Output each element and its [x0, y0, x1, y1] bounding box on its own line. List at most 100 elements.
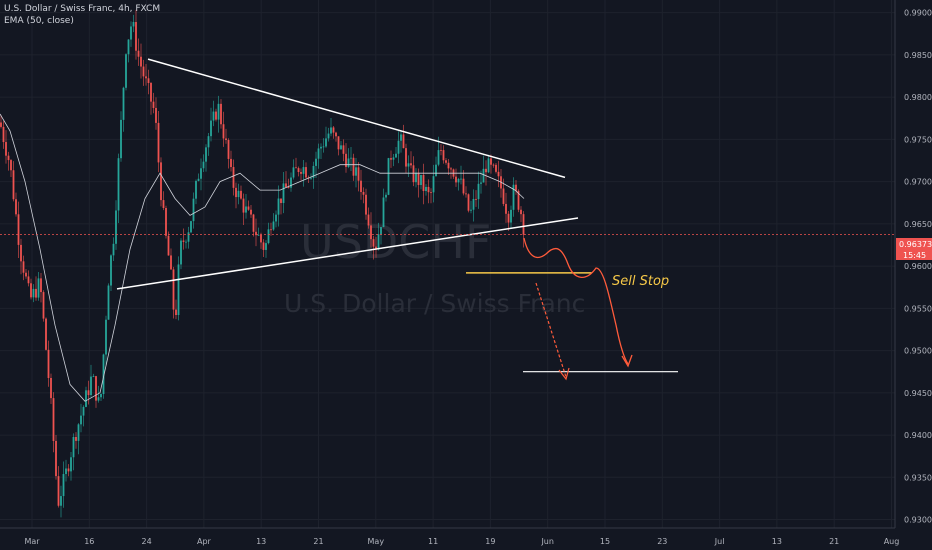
candle-body — [177, 264, 180, 316]
candle-body — [477, 183, 480, 200]
indicator-legend[interactable]: EMA (50, close) — [4, 16, 74, 26]
candle-body — [382, 197, 385, 228]
candle-body — [20, 244, 22, 262]
candle-body — [27, 276, 30, 284]
candle-body — [487, 158, 490, 173]
candle-body — [310, 177, 312, 179]
candle-body — [432, 176, 435, 193]
candle-body — [315, 158, 317, 166]
candle-body — [60, 496, 62, 506]
candle-body — [425, 186, 427, 191]
candle-body — [347, 158, 350, 167]
y-tick-label: 0.93000 — [904, 516, 932, 525]
candle-body — [142, 66, 145, 77]
candle-body — [372, 239, 375, 247]
candle-body — [330, 127, 332, 134]
candle-body — [462, 178, 465, 194]
upper-trendline[interactable] — [147, 58, 566, 179]
candle-body — [35, 288, 37, 298]
candle-body — [267, 229, 270, 244]
candle-body — [377, 234, 380, 250]
candle-body — [292, 167, 295, 178]
candle-body — [130, 26, 132, 40]
projection-curve — [523, 237, 629, 365]
candle-body — [107, 285, 110, 320]
candle-body — [427, 186, 430, 193]
candle-body — [90, 376, 92, 396]
candle-body — [345, 153, 347, 167]
candle-body — [262, 242, 265, 250]
watermark-name: U.S. Dollar / Swiss Franc — [284, 289, 585, 318]
candle-body — [125, 54, 127, 88]
candle-body — [122, 87, 125, 120]
candle-body — [350, 157, 352, 159]
candle-body — [460, 178, 462, 180]
candle-body — [85, 390, 87, 407]
time-axis[interactable]: Mar 16 24 Apr 13 21 May 11 19 Jun 15 23 Jul 13 21 Aug — [24, 537, 899, 546]
candle-body — [42, 292, 45, 319]
x-tick-label: 13 — [256, 537, 266, 546]
candle-body — [105, 319, 107, 355]
lower-trendline[interactable] — [116, 217, 579, 290]
candle-body — [467, 194, 470, 211]
candle-body — [450, 168, 452, 170]
candle-body — [87, 390, 90, 396]
candle-body — [32, 288, 35, 298]
chart-legend: U.S. Dollar / Swiss Franc, 4h, FXCM EMA … — [4, 3, 160, 27]
candle-body — [7, 155, 10, 161]
candle-body — [390, 158, 392, 160]
candle-body — [47, 349, 50, 378]
candle-body — [522, 214, 525, 235]
candle-body — [352, 157, 355, 176]
candle-body — [115, 210, 117, 244]
symbol-legend[interactable]: U.S. Dollar / Swiss Franc, 4h, FXCM — [4, 4, 161, 14]
candle-body — [325, 138, 327, 147]
candle-body — [337, 136, 340, 150]
candle-body — [282, 183, 285, 204]
candle-body — [65, 468, 67, 475]
candle-body — [362, 191, 365, 195]
candle-body — [287, 187, 290, 188]
watermark-ticker: USDCHF — [300, 215, 491, 269]
candle-body — [285, 183, 287, 188]
candle-body — [442, 150, 445, 161]
x-tick-label: Mar — [24, 537, 40, 546]
candle-body — [150, 82, 152, 102]
candle-body — [520, 209, 522, 215]
candle-body — [210, 120, 212, 137]
candle-body — [165, 207, 167, 236]
x-tick-label: Apr — [197, 537, 212, 546]
candle-body — [255, 231, 257, 236]
candle-body — [465, 193, 467, 195]
candle-body — [327, 133, 330, 139]
candle-body — [162, 200, 165, 208]
candle-body — [197, 178, 200, 181]
candle-body — [37, 278, 40, 298]
candle-body — [132, 22, 135, 27]
candle-body — [185, 241, 187, 243]
candle-body — [160, 162, 162, 201]
candle-body — [370, 225, 372, 240]
candle-body — [395, 153, 397, 158]
candle-body — [517, 190, 520, 210]
x-tick-label: Jun — [540, 537, 554, 546]
candle-body — [265, 243, 267, 250]
candle-body — [202, 161, 205, 169]
candle-body — [190, 221, 192, 233]
candle-body — [72, 436, 75, 458]
candle-body — [40, 278, 42, 293]
candle-body — [215, 111, 217, 120]
candle-body — [252, 214, 255, 232]
candle-body — [440, 150, 442, 151]
candle-body — [187, 232, 190, 242]
candle-body — [170, 255, 172, 270]
